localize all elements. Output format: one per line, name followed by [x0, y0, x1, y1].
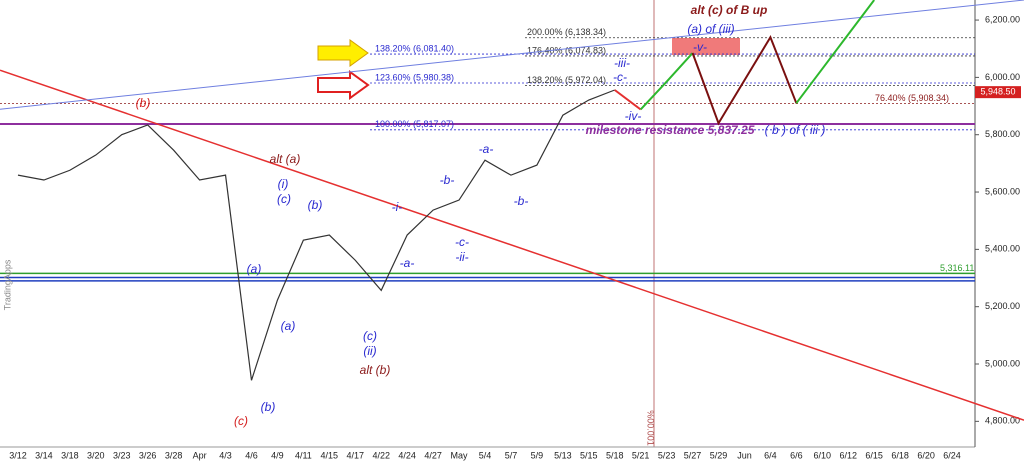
x-tick-label: 6/12 [839, 450, 857, 460]
wave-label: (b) [308, 198, 323, 212]
x-tick-label: May [451, 450, 469, 460]
wave-label: (b) [136, 96, 151, 110]
x-tick-label: 5/15 [580, 450, 598, 460]
x-tick-label: 5/23 [658, 450, 676, 460]
wave-label: (c) [234, 414, 248, 428]
y-tick-label: 6,200.00 [985, 14, 1020, 24]
wave-label: -ii- [455, 250, 468, 264]
x-tick-label: 3/14 [35, 450, 53, 460]
wave-label: -b- [440, 173, 455, 187]
x-tick-label: 6/15 [865, 450, 883, 460]
wave-label: -a- [400, 256, 415, 270]
x-tick-label: 6/20 [917, 450, 935, 460]
wave-label: (a) [247, 262, 262, 276]
x-tick-label: Jun [737, 450, 752, 460]
x-tick-label: 5/9 [531, 450, 544, 460]
price-line [614, 89, 642, 111]
y-tick-label: 5,200.00 [985, 301, 1020, 311]
y-tick-label: 5,400.00 [985, 244, 1020, 254]
target-box [672, 38, 740, 55]
x-tick-label: 3/23 [113, 450, 131, 460]
x-tick-label: 6/4 [764, 450, 777, 460]
x-tick-label: 3/12 [9, 450, 27, 460]
x-tick-label: 5/27 [684, 450, 702, 460]
x-tick-label: 5/13 [554, 450, 572, 460]
x-tick-label: 5/29 [710, 450, 728, 460]
price-line [795, 0, 875, 104]
level-label: 176.40% (6,074.83) [527, 45, 606, 55]
x-tick-label: 3/18 [61, 450, 79, 460]
x-tick-label: 5/18 [606, 450, 624, 460]
level-label: 138.20% (5,972.04) [527, 75, 606, 85]
arrow [317, 39, 369, 67]
wave-label: -iv- [625, 109, 642, 123]
x-tick-label: 6/6 [790, 450, 803, 460]
wave-label: (c) [277, 192, 291, 206]
y-tick-label: 5,000.00 [985, 358, 1020, 368]
wave-label: -v- [693, 40, 707, 54]
price-line [691, 35, 798, 126]
level-label: 76.40% (5,908.34) [875, 93, 949, 103]
x-tick-label: Apr [193, 450, 207, 460]
wave-label: -c- [613, 70, 627, 84]
x-tick-label: 3/26 [139, 450, 157, 460]
y-tick-label: 6,000.00 [985, 72, 1020, 82]
wave-label: (b) [261, 400, 276, 414]
x-tick-label: 3/20 [87, 450, 105, 460]
price-line [17, 89, 615, 381]
trend-line [0, 69, 1024, 421]
arrow [317, 70, 370, 100]
price-tag [975, 86, 1021, 99]
wave-label: -iii- [614, 56, 630, 70]
wave-label: alt (a) [270, 152, 301, 166]
x-tick-label: 4/11 [295, 450, 312, 460]
x-tick-label: 6/18 [891, 450, 909, 460]
price-line [639, 52, 694, 111]
y-tick-label: 5,600.00 [985, 186, 1020, 196]
x-tick-label: 4/17 [347, 450, 365, 460]
wave-label: (a) [281, 319, 296, 333]
wave-label: alt (b) [360, 363, 391, 377]
wave-label: (i) [278, 177, 289, 191]
wave-label: TradingApps [2, 259, 12, 310]
vertical-label: %00.001 [646, 410, 656, 446]
x-tick-label: 4/27 [424, 450, 442, 460]
x-tick-label: 4/24 [398, 450, 416, 460]
wave-label: -c- [455, 235, 469, 249]
wave-label: alt (c) of B up [691, 3, 768, 17]
wave-label: ( b ) of ( iii ) [765, 123, 826, 137]
wave-label: (c) [363, 329, 377, 343]
wave-label: -a- [479, 142, 494, 156]
x-tick-label: 5/7 [505, 450, 518, 460]
x-tick-label: 4/22 [372, 450, 390, 460]
price-tag-label: 5,948.50 [980, 87, 1015, 97]
x-tick-label: 3/28 [165, 450, 183, 460]
level-label: 100.00% (5,817.07) [375, 119, 454, 129]
x-tick-label: 4/3 [219, 450, 232, 460]
y-tick-label: 4,800.00 [985, 416, 1020, 426]
x-tick-label: 6/10 [814, 450, 832, 460]
x-tick-label: 4/15 [321, 450, 339, 460]
x-tick-label: 5/4 [479, 450, 492, 460]
wave-label: (a) of (iii) [687, 22, 734, 36]
x-tick-label: 6/24 [943, 450, 961, 460]
level-label: 200.00% (6,138.34) [527, 27, 606, 37]
x-tick-label: 4/6 [245, 450, 258, 460]
level-label: 138.20% (6,081.40) [375, 43, 454, 53]
level-label: 123.60% (5,980.38) [375, 72, 454, 82]
x-tick-label: 4/9 [271, 450, 284, 460]
trend-line [0, 0, 1024, 110]
level-label: 5,316.11 [940, 263, 974, 273]
wave-label: -i- [392, 200, 403, 214]
wave-label: milestone resistance 5,837.25 [586, 123, 755, 137]
wave-label: (ii) [363, 344, 376, 358]
x-tick-label: 5/21 [632, 450, 650, 460]
y-tick-label: 5,800.00 [985, 129, 1020, 139]
wave-label: -b- [514, 194, 529, 208]
